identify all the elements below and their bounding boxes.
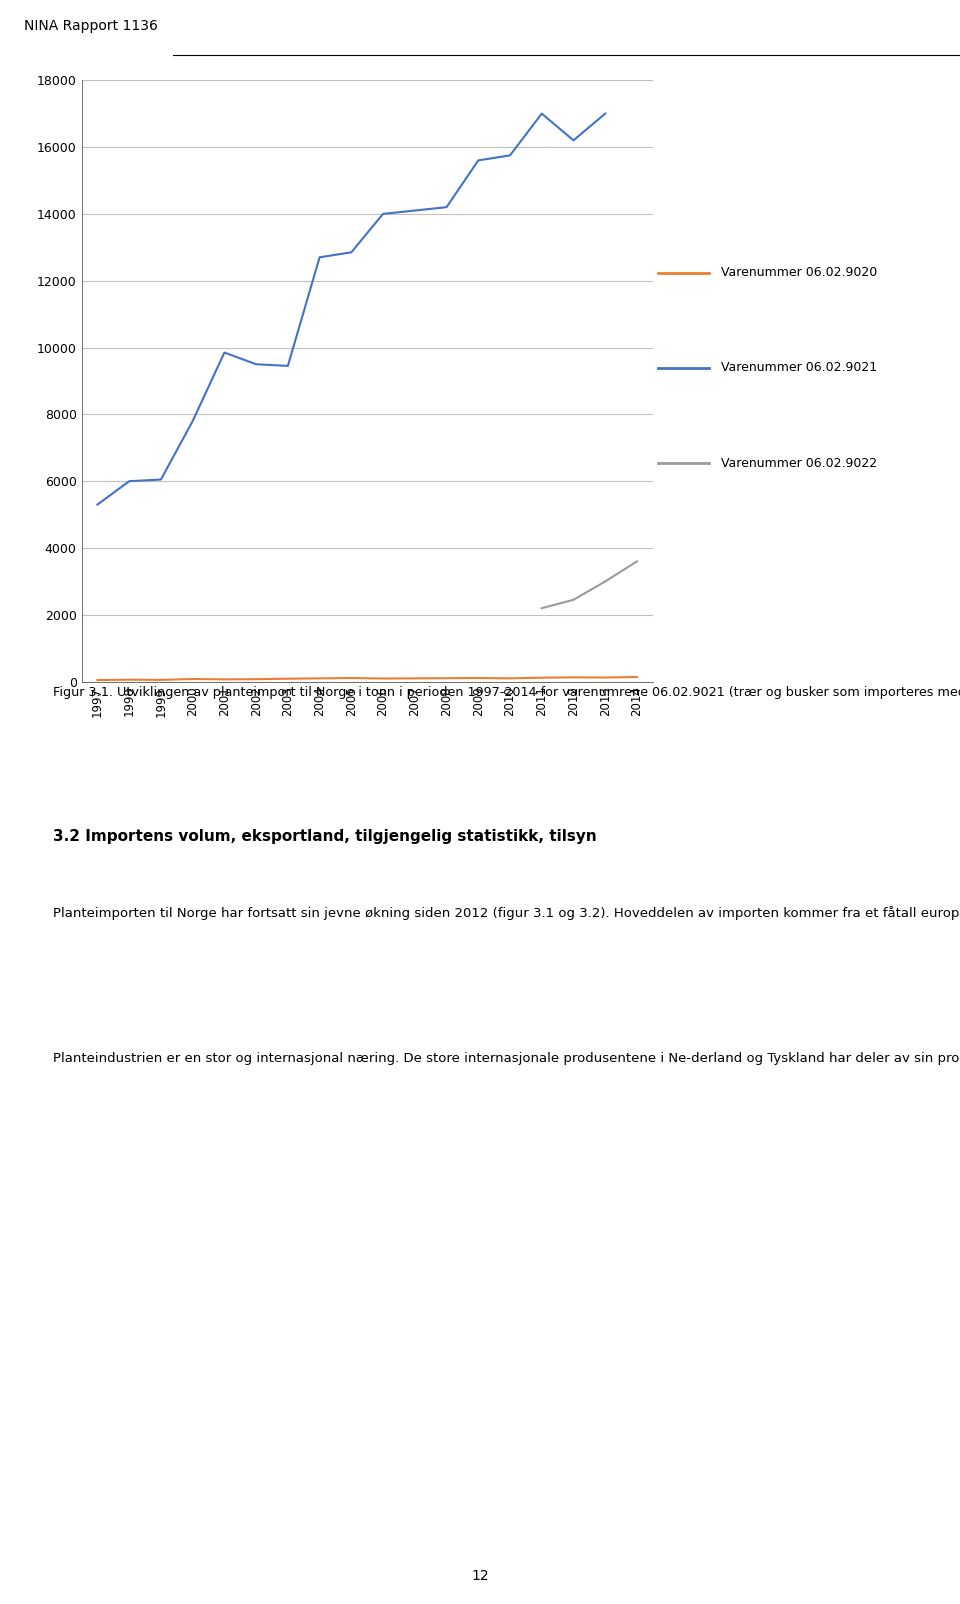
Text: Planteimporten til Norge har fortsatt sin jevne økning siden 2012 (figur 3.1 og : Planteimporten til Norge har fortsatt si… xyxy=(53,906,960,921)
Text: Varenummer 06.02.9021: Varenummer 06.02.9021 xyxy=(721,361,877,374)
Text: Varenummer 06.02.9020: Varenummer 06.02.9020 xyxy=(721,266,877,279)
Text: Varenummer 06.02.9022: Varenummer 06.02.9022 xyxy=(721,457,877,470)
Text: NINA Rapport 1136: NINA Rapport 1136 xyxy=(24,19,157,34)
Text: 12: 12 xyxy=(471,1569,489,1583)
Text: 3.2 Importens volum, eksportland, tilgjengelig statistikk, tilsyn: 3.2 Importens volum, eksportland, tilgje… xyxy=(53,829,596,844)
Text: Planteindustrien er en stor og internasjonal næring. De store internasjonale pro: Planteindustrien er en stor og internasj… xyxy=(53,1051,960,1065)
Text: Figur 3.1. Utviklingen av planteimport til Norge i tonn i perioden 1997-2014 for: Figur 3.1. Utviklingen av planteimport t… xyxy=(53,685,960,699)
